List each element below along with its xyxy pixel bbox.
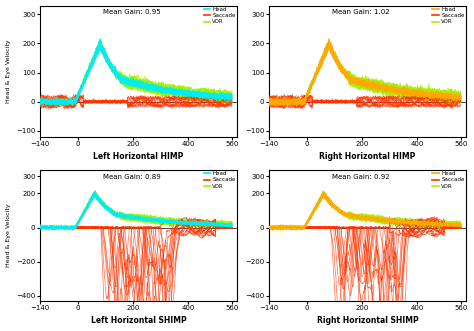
Legend: Head, Saccade, VOR: Head, Saccade, VOR	[203, 171, 237, 189]
X-axis label: Right Horizontal SHIMP: Right Horizontal SHIMP	[317, 316, 419, 325]
Y-axis label: Head & Eye Velocity: Head & Eye Velocity	[6, 203, 11, 267]
X-axis label: Right Horizontal HIMP: Right Horizontal HIMP	[319, 152, 416, 161]
X-axis label: Left Horizontal SHIMP: Left Horizontal SHIMP	[91, 316, 186, 325]
Legend: Head, Saccade, VOR: Head, Saccade, VOR	[432, 7, 465, 25]
Text: Mean Gain: 0.89: Mean Gain: 0.89	[103, 173, 161, 180]
X-axis label: Left Horizontal HIMP: Left Horizontal HIMP	[93, 152, 184, 161]
Text: Mean Gain: 0.95: Mean Gain: 0.95	[103, 10, 161, 16]
Legend: Head, Saccade, VOR: Head, Saccade, VOR	[432, 171, 465, 189]
Text: Mean Gain: 0.92: Mean Gain: 0.92	[332, 173, 390, 180]
Text: Mean Gain: 1.02: Mean Gain: 1.02	[332, 10, 390, 16]
Y-axis label: Head & Eye Velocity: Head & Eye Velocity	[6, 39, 10, 103]
Legend: Head, Saccade, VOR: Head, Saccade, VOR	[203, 7, 237, 25]
